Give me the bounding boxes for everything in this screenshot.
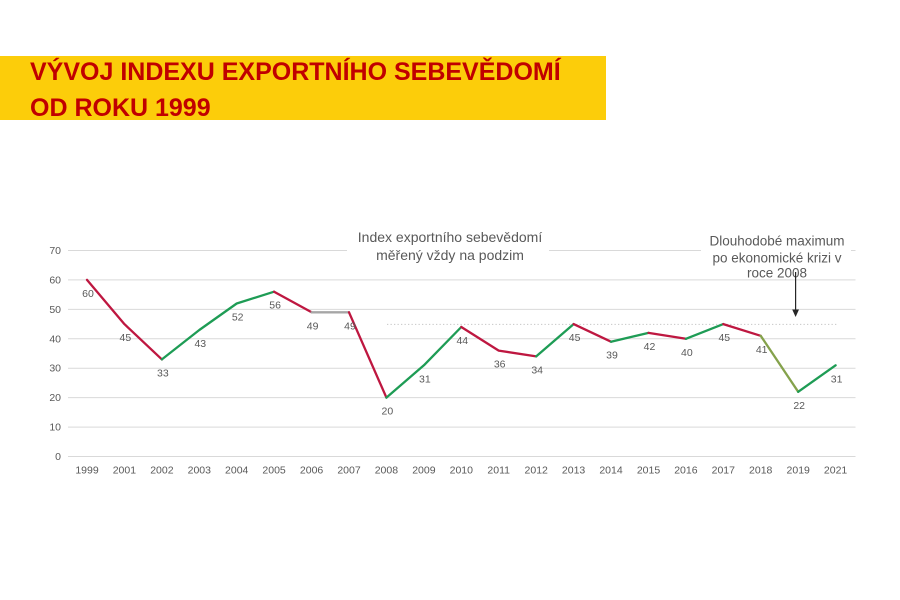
svg-text:roce 2008: roce 2008 (747, 266, 807, 281)
svg-text:2001: 2001 (113, 465, 137, 477)
svg-text:40: 40 (681, 347, 693, 359)
svg-text:56: 56 (269, 300, 281, 312)
svg-text:2018: 2018 (749, 465, 773, 477)
svg-text:60: 60 (82, 288, 94, 300)
svg-text:2021: 2021 (824, 465, 848, 477)
svg-text:44: 44 (456, 335, 468, 347)
svg-text:po ekonomické krizi v: po ekonomické krizi v (712, 251, 841, 266)
svg-text:2009: 2009 (412, 465, 436, 477)
svg-text:2008: 2008 (375, 465, 399, 477)
svg-text:2004: 2004 (225, 465, 249, 477)
svg-text:33: 33 (157, 367, 169, 379)
svg-text:2014: 2014 (599, 465, 623, 477)
svg-text:50: 50 (49, 304, 61, 316)
svg-text:42: 42 (644, 341, 656, 353)
svg-text:22: 22 (793, 400, 805, 412)
svg-text:36: 36 (494, 359, 506, 371)
svg-text:2005: 2005 (262, 465, 286, 477)
svg-text:49: 49 (344, 320, 356, 332)
svg-text:40: 40 (49, 333, 61, 345)
svg-text:1999: 1999 (75, 465, 99, 477)
svg-text:70: 70 (49, 245, 61, 257)
svg-text:2010: 2010 (450, 465, 474, 477)
svg-text:39: 39 (606, 350, 618, 362)
svg-text:Index exportního sebevědomí: Index exportního sebevědomí (358, 229, 543, 245)
svg-text:2016: 2016 (674, 465, 698, 477)
svg-text:20: 20 (49, 392, 61, 404)
svg-text:2017: 2017 (712, 465, 736, 477)
svg-text:43: 43 (194, 338, 206, 350)
svg-text:2002: 2002 (150, 465, 174, 477)
svg-text:0: 0 (55, 451, 61, 463)
svg-text:45: 45 (718, 332, 730, 344)
svg-text:2013: 2013 (562, 465, 586, 477)
svg-text:31: 31 (831, 373, 843, 385)
svg-text:30: 30 (49, 363, 61, 375)
svg-text:52: 52 (232, 312, 244, 324)
svg-text:31: 31 (419, 373, 431, 385)
svg-text:10: 10 (49, 422, 61, 434)
svg-text:2012: 2012 (525, 465, 549, 477)
svg-text:45: 45 (120, 332, 132, 344)
svg-text:2007: 2007 (337, 465, 361, 477)
svg-text:2006: 2006 (300, 465, 324, 477)
svg-text:60: 60 (49, 274, 61, 286)
svg-text:41: 41 (756, 344, 768, 356)
svg-text:2019: 2019 (787, 465, 811, 477)
svg-text:20: 20 (382, 406, 394, 418)
svg-text:měřený vždy na podzim: měřený vždy na podzim (376, 247, 524, 263)
svg-text:34: 34 (531, 364, 543, 376)
svg-text:2003: 2003 (188, 465, 212, 477)
svg-text:49: 49 (307, 320, 319, 332)
svg-text:2011: 2011 (487, 465, 510, 477)
svg-text:2015: 2015 (637, 465, 661, 477)
svg-text:Dlouhodobé maximum: Dlouhodobé maximum (709, 234, 844, 249)
svg-text:45: 45 (569, 332, 581, 344)
